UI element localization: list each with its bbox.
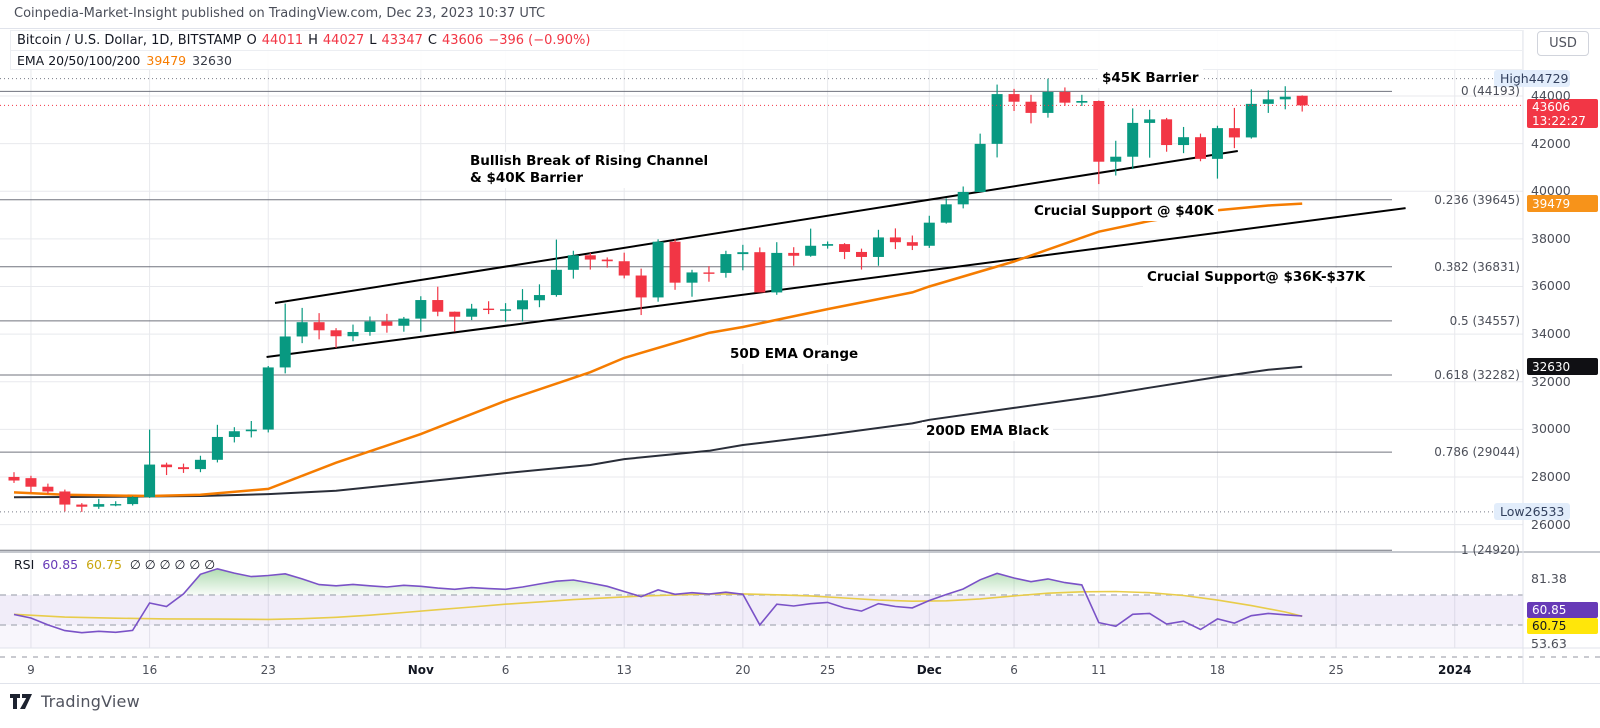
time-axis-label-2024: 2024 — [1438, 663, 1472, 677]
publish-header-bar — [0, 0, 1600, 29]
pane-separators — [0, 30, 1600, 683]
fib-label-0.786: 0.786 (29044) — [1434, 445, 1520, 460]
price-tick-36000: 36000 — [1531, 278, 1571, 294]
last-price-value: 43606 — [1532, 99, 1571, 114]
price-tick-40000: 40000 — [1531, 183, 1571, 199]
rsi-yellow-tag: 60.75 — [1527, 618, 1598, 634]
footer-bar — [0, 683, 1600, 728]
low-label: L — [369, 33, 377, 48]
candlestick-series[interactable] — [8, 78, 1308, 512]
change-value: −396 (−0.90%) — [488, 33, 591, 48]
low-value: 43347 — [381, 33, 423, 48]
time-axis-label-6: 6 — [501, 663, 510, 677]
high-label: H — [308, 33, 318, 48]
open-label: O — [246, 33, 257, 48]
last-price-badge: 43606 13:22:27 — [1527, 99, 1598, 128]
fib-label-0.236: 0.236 (39645) — [1434, 192, 1520, 207]
ema-indicator-label: EMA 20/50/100/200 — [17, 52, 141, 68]
annotation-45k-barrier[interactable]: $45K Barrier — [1098, 69, 1203, 88]
high-value: 44027 — [322, 33, 365, 48]
price-tick-42000: 42000 — [1531, 135, 1571, 151]
price-tick-30000: 30000 — [1531, 421, 1571, 437]
rsi-value-yellow: 60.75 — [86, 557, 122, 572]
ema200-line[interactable] — [13, 365, 1303, 499]
ema200-price-tag: 32630 — [1527, 358, 1598, 375]
rising-channel-lines — [266, 150, 1406, 358]
fib-label-0.618: 0.618 (32282) — [1434, 368, 1520, 382]
ema50-price-tag: 39479 — [1527, 195, 1598, 212]
fib-label-0: 0 (44193) — [1461, 84, 1520, 99]
time-axis-label-6: 6 — [1010, 663, 1018, 677]
time-axis-label-11: 11 — [1091, 663, 1107, 677]
tradingview-logo[interactable]: TradingView — [10, 692, 140, 711]
annotation-bullish-line1: Bullish Break of Rising Channel — [470, 153, 709, 169]
rsi-line[interactable] — [13, 567, 1303, 634]
time-axis-label-Dec: Dec — [916, 663, 942, 677]
ema50-legend-value: 39479 — [146, 52, 187, 68]
high-price-pill: High 44729 — [1494, 70, 1570, 87]
time-axis-label-25: 25 — [819, 663, 836, 677]
price-tick-44000: 44000 — [1531, 88, 1571, 103]
rsi-legend-row[interactable]: RSI 60.85 60.75 ∅ ∅ ∅ ∅ ∅ ∅ — [14, 557, 215, 572]
close-value: 43606 — [441, 33, 484, 48]
fib-label-1: 1 (24920) — [1461, 543, 1520, 558]
time-axis-label-13: 13 — [616, 663, 632, 677]
price-tick-34000: 34000 — [1531, 326, 1571, 342]
rsi-pane[interactable] — [0, 567, 1523, 648]
annotation-200d-ema[interactable]: 200D EMA Black — [922, 422, 1053, 441]
rsi-value-purple: 60.85 — [42, 557, 79, 572]
annotation-50d-ema[interactable]: 50D EMA Orange — [726, 345, 863, 364]
currency-toggle-button[interactable]: USD — [1537, 31, 1589, 56]
time-axis-label-9: 9 — [27, 663, 35, 677]
rsi-scale-top: 81.38 — [1531, 571, 1567, 586]
publish-attribution-text: Coinpedia-Market-Insight published on Tr… — [14, 6, 546, 21]
time-axis-label-Nov: Nov — [407, 663, 434, 677]
symbol-legend-row[interactable]: Bitcoin / U.S. Dollar, 1D, BITSTAMP O 440… — [10, 30, 1523, 51]
symbol-title: Bitcoin / U.S. Dollar, 1D, BITSTAMP — [17, 33, 242, 48]
time-axis-label-23: 23 — [260, 663, 276, 677]
fib-label-0.382: 0.382 (36831) — [1434, 259, 1520, 274]
rsi-purple-tag-value: 60.85 — [1532, 603, 1567, 617]
price-tick-28000: 28000 — [1531, 468, 1571, 484]
ema200-legend-value: 32630 — [192, 52, 232, 68]
low-pill-label: Low — [1500, 504, 1525, 519]
close-label: C — [427, 33, 437, 48]
bar-countdown: 13:22:27 — [1532, 113, 1586, 128]
grid-lines — [0, 30, 1523, 648]
rsi-scale-bottom: 53.63 — [1531, 636, 1567, 651]
annotation-support-36k-37k[interactable]: Crucial Support@ $36K-$37K — [1143, 268, 1370, 287]
time-axis-label-25: 25 — [1328, 663, 1344, 677]
rsi-title: RSI — [14, 557, 35, 572]
ema-legend-row[interactable]: EMA 20/50/100/200 39479 32630 — [10, 51, 1523, 70]
annotation-bullish-line2: & $40K Barrier — [470, 170, 583, 186]
price-tick-32000: 32000 — [1531, 373, 1571, 389]
ema200-tag-value: 32630 — [1532, 359, 1571, 374]
tradingview-logo-icon — [10, 694, 32, 709]
rsi-empty-values: ∅ ∅ ∅ ∅ ∅ ∅ — [129, 557, 216, 572]
price-tick-26000: 26000 — [1531, 516, 1571, 532]
rsi-purple-tag: 60.85 — [1527, 602, 1598, 618]
open-value: 44011 — [261, 33, 304, 48]
ema50-line[interactable] — [13, 202, 1303, 498]
price-tick-38000: 38000 — [1531, 230, 1571, 246]
high-pill-value: 44729 — [1528, 71, 1569, 86]
fib-label-0.5: 0.5 (34557) — [1449, 313, 1520, 328]
rsi-yellow-tag-value: 60.75 — [1532, 619, 1567, 633]
time-axis-label-20: 20 — [735, 663, 751, 677]
ema50-tag-value: 39479 — [1532, 196, 1571, 211]
time-axis-label-16: 16 — [141, 663, 158, 677]
tradingview-wordmark: TradingView — [41, 692, 140, 711]
annotation-support-40k[interactable]: Crucial Support @ $40K — [1030, 202, 1218, 221]
annotation-bullish-break[interactable]: Bullish Break of Rising Channel & $40K B… — [466, 152, 713, 188]
low-price-pill: Low 26533 — [1494, 503, 1570, 520]
time-axis-label-18: 18 — [1209, 663, 1226, 677]
low-pill-value: 26533 — [1524, 504, 1565, 519]
high-pill-label: High — [1500, 71, 1529, 86]
